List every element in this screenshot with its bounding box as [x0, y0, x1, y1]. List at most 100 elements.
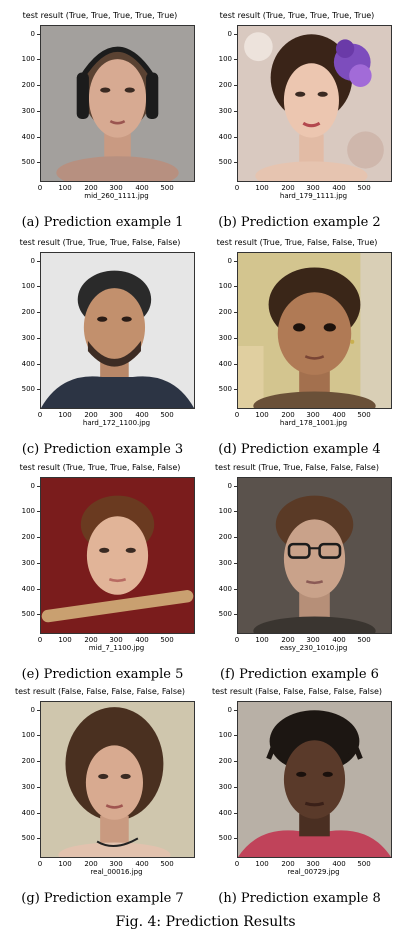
x-tick-label: 200	[281, 636, 295, 644]
x-tick-label: 100	[255, 860, 269, 868]
y-tick-label: 200	[5, 308, 40, 316]
subfigure-caption: (d) Prediction example 4	[218, 442, 381, 457]
y-tick-label: 0	[202, 30, 237, 38]
image-filename: real_00729.jpg	[287, 868, 340, 876]
y-tick-label: 100	[5, 507, 40, 515]
y-tick-label: 500	[202, 385, 237, 393]
y-tick-label: 200	[5, 81, 40, 89]
plot-title: test result (True, True, True, True, Tru…	[22, 11, 178, 20]
x-tick-label: 200	[281, 860, 295, 868]
x-tick-label: 500	[357, 860, 371, 868]
subfigure-caption: (g) Prediction example 7	[21, 891, 184, 906]
y-tick-label: 100	[202, 507, 237, 515]
x-tick-label: 0	[37, 636, 43, 644]
y-tick-label: 0	[202, 706, 237, 714]
y-tick-label: 200	[202, 533, 237, 541]
x-tick-label: 500	[160, 636, 174, 644]
x-tick-label: 200	[84, 860, 98, 868]
plot-title: test result (True, True, True, False, Fa…	[19, 463, 181, 472]
plot-title: test result (False, False, False, False,…	[211, 687, 383, 696]
x-tick-label: 300	[306, 411, 320, 419]
panel-g: test result (False, False, False, False,…	[0, 687, 205, 917]
y-tick-label: 300	[5, 334, 40, 342]
y-tick-label: 300	[202, 559, 237, 567]
image-filename: easy_230_1010.jpg	[279, 644, 348, 652]
x-tick-label: 200	[84, 411, 98, 419]
y-tick-label: 100	[202, 731, 237, 739]
y-tick-label: 300	[202, 107, 237, 115]
subfigure-caption: (a) Prediction example 1	[21, 215, 184, 230]
plot-title: test result (True, True, False, False, T…	[216, 238, 378, 247]
plot-title: test result (True, True, True, True, Tru…	[219, 11, 375, 20]
image-filename: hard_178_1001.jpg	[279, 419, 348, 427]
y-tick-label: 300	[202, 334, 237, 342]
x-tick-label: 300	[109, 411, 123, 419]
y-tick-label: 200	[5, 533, 40, 541]
y-tick-label: 300	[202, 783, 237, 791]
y-tick-label: 500	[202, 610, 237, 618]
y-tick-label: 0	[202, 482, 237, 490]
x-tick-label: 300	[109, 636, 123, 644]
panel-f: test result (True, True, False, False, F…	[197, 463, 402, 693]
y-tick-label: 500	[202, 158, 237, 166]
y-tick-label: 400	[202, 809, 237, 817]
image-filename: mid_260_1111.jpg	[84, 192, 149, 200]
subfigure-caption: (f) Prediction example 6	[220, 667, 379, 682]
face-photo-e	[40, 477, 195, 634]
x-tick-label: 400	[332, 860, 346, 868]
subfigure-caption: (e) Prediction example 5	[21, 667, 184, 682]
x-tick-label: 500	[357, 411, 371, 419]
x-tick-label: 400	[135, 860, 149, 868]
x-tick-label: 500	[357, 636, 371, 644]
x-tick-label: 400	[135, 636, 149, 644]
x-tick-label: 200	[84, 184, 98, 192]
y-tick-label: 400	[202, 585, 237, 593]
x-tick-label: 400	[135, 184, 149, 192]
y-tick-label: 500	[5, 610, 40, 618]
x-tick-label: 0	[234, 411, 240, 419]
y-tick-label: 200	[5, 757, 40, 765]
figure-caption: Fig. 4: Prediction Results	[115, 914, 296, 930]
panel-c: test result (True, True, True, False, Fa…	[0, 238, 205, 468]
subfigure-caption: (b) Prediction example 2	[218, 215, 381, 230]
y-tick-label: 0	[5, 706, 40, 714]
face-photo-h	[237, 701, 392, 858]
x-tick-label: 100	[58, 411, 72, 419]
x-tick-label: 0	[234, 636, 240, 644]
x-tick-label: 100	[255, 184, 269, 192]
y-tick-label: 400	[5, 809, 40, 817]
face-photo-a	[40, 25, 195, 182]
x-tick-label: 0	[234, 184, 240, 192]
plot-title: test result (True, True, False, False, F…	[215, 463, 379, 472]
x-tick-label: 100	[58, 184, 72, 192]
image-filename: hard_179_1111.jpg	[279, 192, 348, 200]
y-tick-label: 100	[5, 55, 40, 63]
y-tick-label: 400	[5, 360, 40, 368]
plot-title: test result (True, True, True, False, Fa…	[19, 238, 181, 247]
x-tick-label: 400	[135, 411, 149, 419]
x-tick-label: 500	[160, 860, 174, 868]
x-tick-label: 500	[357, 184, 371, 192]
y-tick-label: 300	[5, 107, 40, 115]
x-tick-label: 400	[332, 636, 346, 644]
subfigure-caption: (c) Prediction example 3	[21, 442, 184, 457]
x-tick-label: 100	[255, 636, 269, 644]
x-tick-label: 300	[109, 860, 123, 868]
x-tick-label: 500	[160, 184, 174, 192]
y-tick-label: 100	[202, 55, 237, 63]
y-tick-label: 100	[202, 282, 237, 290]
y-tick-label: 200	[202, 757, 237, 765]
y-tick-label: 400	[202, 360, 237, 368]
plot-title: test result (False, False, False, False,…	[14, 687, 186, 696]
y-tick-label: 200	[202, 308, 237, 316]
y-tick-label: 0	[202, 257, 237, 265]
y-tick-label: 500	[202, 834, 237, 842]
face-photo-c	[40, 252, 195, 409]
x-tick-label: 100	[58, 636, 72, 644]
x-tick-label: 0	[37, 184, 43, 192]
y-tick-label: 500	[5, 158, 40, 166]
x-tick-label: 400	[332, 411, 346, 419]
panel-b: test result (True, True, True, True, Tru…	[197, 11, 402, 241]
y-tick-label: 300	[5, 559, 40, 567]
image-filename: real_00016.jpg	[90, 868, 143, 876]
